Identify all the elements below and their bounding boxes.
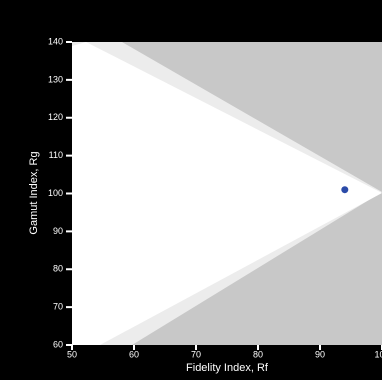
y-axis-title: Gamut Index, Rg <box>28 151 40 234</box>
x-tick-label: 100 <box>374 349 382 359</box>
x-tick-label: 50 <box>67 349 77 359</box>
y-tick-label: 140 <box>48 36 63 46</box>
y-tick-label: 120 <box>48 112 63 122</box>
y-tick-label: 100 <box>48 188 63 198</box>
x-tick-label: 70 <box>191 349 201 359</box>
y-tick-label: 70 <box>53 302 63 312</box>
x-tick-label: 60 <box>129 349 139 359</box>
y-tick-label: 80 <box>53 264 63 274</box>
y-tick-label: 110 <box>49 150 63 160</box>
gamut-region <box>72 42 382 345</box>
point <box>341 186 349 194</box>
y-tick-label: 60 <box>53 339 63 349</box>
x-tick-label: 80 <box>253 349 263 359</box>
x-axis-title: Fidelity Index, Rf <box>186 362 269 374</box>
y-tick-label: 130 <box>48 74 63 84</box>
y-tick-label: 90 <box>53 226 63 236</box>
x-tick-label: 90 <box>315 349 325 359</box>
